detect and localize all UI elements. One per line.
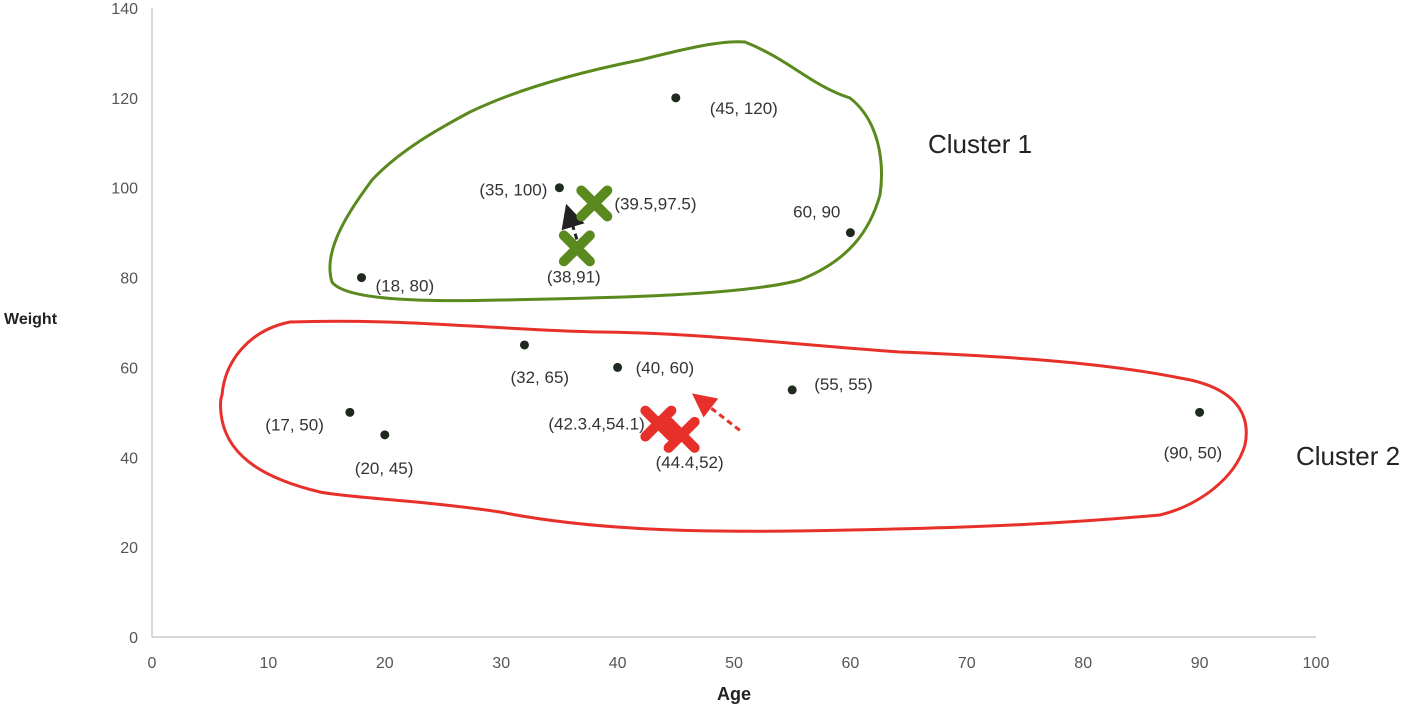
point-label: (18, 80) [376, 277, 435, 296]
x-tick-label: 0 [148, 655, 157, 672]
data-point [613, 362, 623, 372]
x-tick-label: 90 [1191, 655, 1209, 672]
y-tick-label: 40 [120, 450, 138, 467]
point-label: (32, 65) [510, 368, 569, 387]
y-tick-label: 100 [111, 181, 138, 198]
x-tick-label: 40 [609, 655, 627, 672]
centroid-markers [558, 185, 700, 453]
y-tick-label: 20 [120, 540, 138, 557]
centroid-marker [663, 416, 700, 453]
point-labels: (45, 120) (35, 100) 60, 90 (18, 80) (32, 65)… [265, 99, 1222, 478]
x-tick-label: 10 [260, 655, 278, 672]
y-tick-label: 140 [111, 1, 138, 18]
data-point [787, 385, 797, 395]
x-tick-label: 60 [842, 655, 860, 672]
centroid-label: (39.5,97.5) [614, 194, 696, 213]
centroid-label: (42.3.4,54.1) [548, 415, 644, 434]
y-tick-label: 60 [120, 360, 138, 377]
data-point [357, 273, 367, 283]
data-point [380, 430, 390, 440]
data-point [345, 407, 355, 417]
point-label: (35, 100) [479, 181, 547, 200]
point-label: 60, 90 [793, 203, 840, 222]
centroid-marker [640, 405, 677, 442]
y-tick-labels: 0 20 40 60 80 100 120 140 [111, 1, 138, 647]
movement-arrow [561, 203, 585, 240]
centroid-marker [558, 230, 595, 267]
point-label: (40, 60) [636, 358, 695, 377]
data-point [554, 183, 564, 193]
movement-arrow [691, 393, 741, 432]
centroid-label: (44.4,52) [656, 453, 724, 472]
x-tick-label: 100 [1303, 655, 1330, 672]
point-label: (90, 50) [1164, 443, 1223, 462]
point-label: (45, 120) [710, 99, 778, 118]
y-tick-label: 120 [111, 91, 138, 108]
x-axis-title: Age [717, 684, 751, 704]
x-tick-label: 20 [376, 655, 394, 672]
cluster-2-label: Cluster 2 [1296, 441, 1400, 471]
x-tick-labels: 0 10 20 30 40 50 60 70 80 90 100 [148, 655, 1330, 672]
y-tick-label: 0 [129, 630, 138, 647]
x-tick-label: 70 [958, 655, 976, 672]
data-points [345, 93, 1205, 440]
movement-arrows [561, 203, 741, 432]
x-tick-label: 80 [1074, 655, 1092, 672]
cluster-1-outline [328, 40, 883, 303]
point-label: (55, 55) [814, 375, 873, 394]
data-point [1195, 407, 1205, 417]
x-tick-label: 50 [725, 655, 743, 672]
point-label: (17, 50) [265, 415, 324, 434]
cluster-1-label: Cluster 1 [928, 129, 1032, 159]
point-label: (20, 45) [355, 459, 414, 478]
y-tick-label: 80 [120, 271, 138, 288]
y-axis-title: Weight [4, 311, 58, 328]
data-point [519, 340, 529, 350]
x-tick-label: 30 [492, 655, 510, 672]
centroid-label: (38,91) [547, 267, 601, 286]
centroid-marker [576, 185, 613, 222]
cluster-2-outline [219, 319, 1248, 533]
data-point [671, 93, 681, 103]
data-point [845, 228, 855, 238]
